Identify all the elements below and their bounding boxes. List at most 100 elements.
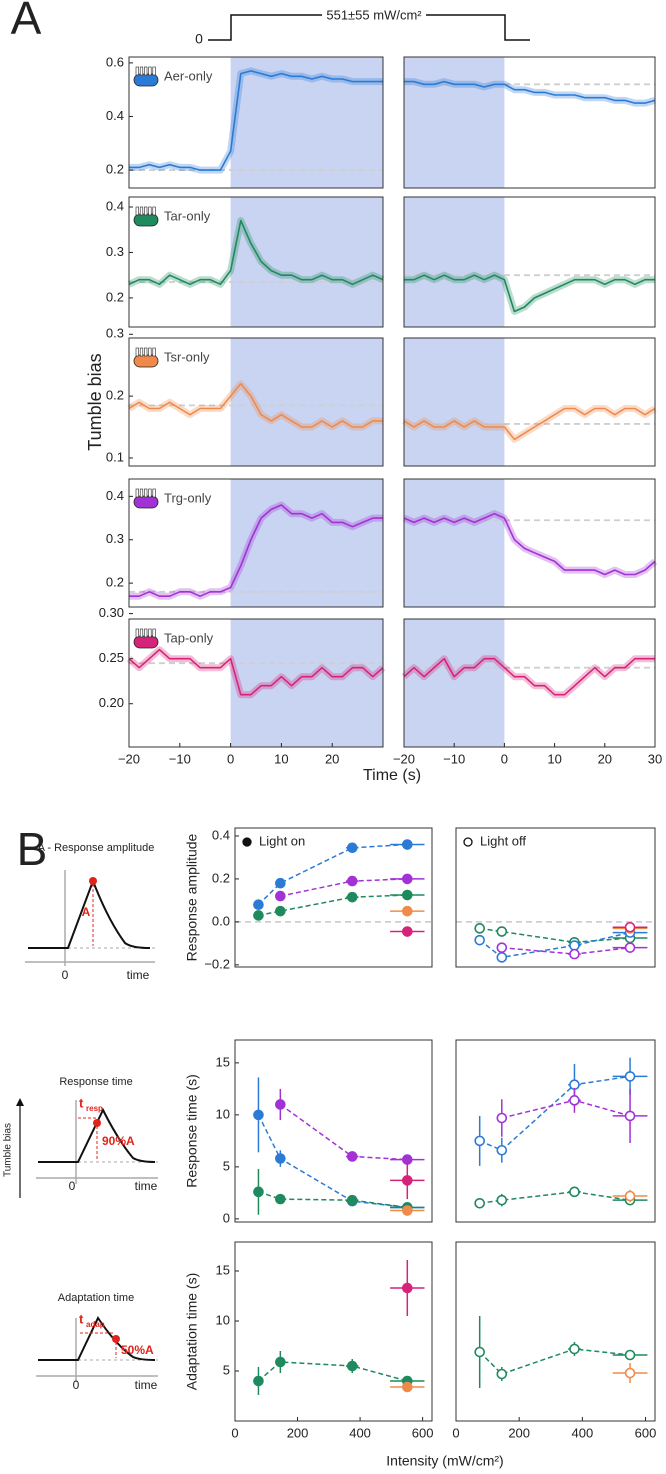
legend-label: Tap-only [164, 630, 214, 645]
marker [253, 1109, 264, 1121]
marker [401, 889, 413, 901]
series-line [404, 274, 655, 313]
y-tick-label: 0.30 [99, 605, 124, 620]
legend-icon [133, 213, 159, 227]
x-tick-label: 0 [452, 1425, 459, 1440]
receptor [144, 206, 148, 216]
marker [624, 1190, 636, 1202]
marker [624, 942, 636, 953]
light-period [404, 197, 505, 327]
x-tick-label: 400 [349, 1425, 371, 1440]
x-tick-label: 200 [508, 1425, 530, 1440]
marker [346, 891, 358, 903]
x-tick-label: 0 [501, 751, 508, 766]
light-zero: 0 [195, 31, 203, 47]
marker [624, 1349, 636, 1361]
y-tick-label: 0.2 [106, 575, 124, 590]
plot-frame [234, 1039, 433, 1223]
receptor [135, 628, 139, 638]
light-period [230, 338, 383, 466]
axes [403, 196, 656, 328]
level: 90%A [102, 1134, 135, 1148]
marker [624, 1071, 636, 1082]
marker: t [79, 1311, 84, 1326]
y-tick-label: 10 [216, 1312, 230, 1327]
y-tick-label: 0.4 [212, 827, 230, 842]
y-tick-label: 0.2 [106, 289, 124, 304]
series-line [257, 843, 408, 906]
marker [624, 1367, 636, 1379]
marker [275, 877, 286, 889]
legend-label: Tar-only [164, 208, 211, 223]
axes: 0.20 0.25 0.30 −20 −10 0 10 20 Tap-only [99, 605, 386, 766]
y-tick-label: 0.4 [106, 488, 124, 503]
y-tick-label: 0.3 [106, 326, 124, 341]
marker [401, 1381, 413, 1393]
y-tick-label: 0.4 [106, 198, 124, 213]
marker [401, 1282, 413, 1294]
legend-label: Aer-only [164, 68, 213, 83]
legend-icon [133, 73, 159, 87]
axes: 0 5 10 15 Response time (s) [184, 1039, 433, 1225]
y-axis-label: Response amplitude [184, 833, 200, 961]
marker [569, 1095, 580, 1106]
axes [403, 56, 656, 189]
marker [474, 1346, 485, 1358]
y-tick-label: 0.2 [106, 388, 124, 403]
series-line [258, 1361, 408, 1382]
marker [253, 1186, 264, 1198]
x-tick-label: 30 [648, 751, 662, 766]
panel-label: B [17, 823, 48, 875]
marker [401, 1205, 413, 1216]
legend-label: Light off [480, 833, 526, 848]
marker [346, 1194, 358, 1206]
x-axis-label: Time (s) [363, 767, 421, 784]
plot-frame [455, 1241, 656, 1422]
axis-label: time [135, 1179, 158, 1193]
y-tick-label: 5 [223, 1158, 230, 1173]
curve [38, 1107, 156, 1163]
x-tick-label: 600 [412, 1425, 434, 1440]
plot-frame [234, 827, 433, 968]
series-line [258, 894, 408, 917]
receptor [152, 628, 156, 638]
marker [474, 1135, 485, 1147]
marker: A [82, 905, 91, 919]
marker [496, 1194, 508, 1206]
y-tick-label: 15 [216, 1262, 230, 1277]
series-line [479, 1191, 631, 1205]
level: 50%A [121, 1343, 154, 1357]
receptor [152, 347, 156, 357]
receptor [152, 488, 156, 498]
receptor [135, 347, 139, 357]
plot-frame [455, 1039, 656, 1223]
marker [401, 1175, 413, 1186]
axes: 0.2 0.4 0.6 Aer-only [106, 54, 384, 189]
marker [569, 948, 580, 960]
curve [38, 1315, 156, 1361]
marker [496, 952, 508, 963]
plot-frame [403, 337, 656, 467]
y-tick-label: −0.2 [204, 956, 230, 971]
receptor [148, 347, 152, 357]
y-tick-label: 0 [223, 1210, 230, 1225]
marker [346, 1360, 358, 1372]
marker [496, 1368, 508, 1380]
series-line [258, 1191, 408, 1209]
axes: 0.1 0.2 0.3 Tsr-only [106, 326, 384, 467]
receptor [144, 628, 148, 638]
legend-marker [242, 837, 252, 847]
y-tick-label: 0.2 [106, 161, 124, 176]
axis-label: time [127, 968, 150, 982]
x-tick-label: 10 [547, 751, 561, 766]
marker [253, 899, 264, 910]
x-tick-label: −20 [393, 751, 415, 766]
x-tick-label: 0 [231, 1425, 238, 1440]
origin: 0 [69, 1179, 76, 1193]
schematic-title: Response time [59, 1076, 132, 1088]
x-tick-label: 200 [287, 1425, 309, 1440]
schematic: Adaptation time t adap 50%A 0 time [36, 1292, 158, 1392]
legend-label: Light on [259, 833, 305, 848]
marker-sub: adap [86, 1320, 105, 1329]
receptor [152, 206, 156, 216]
